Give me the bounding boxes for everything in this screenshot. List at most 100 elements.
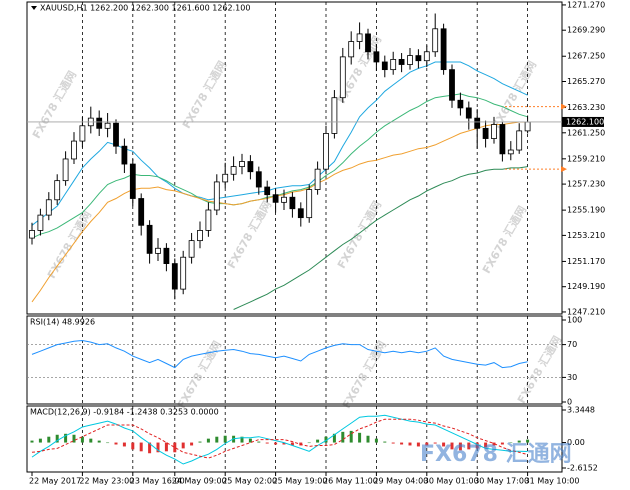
- signal-line: [31, 418, 528, 459]
- symbol-header: XAUUSD,H1 1262.200 1262.300 1261.600 126…: [40, 4, 250, 13]
- y-tick-label: 1263.230: [567, 103, 605, 112]
- x-tick-label: 22 May 23:00: [79, 477, 134, 486]
- candle-body: [264, 186, 271, 196]
- macd-panel: [26, 405, 563, 473]
- candle-body: [113, 122, 119, 147]
- moving-average: [233, 166, 528, 310]
- candle-body: [474, 117, 481, 129]
- candle-body: [432, 28, 439, 53]
- x-tick-label: 24 May 09:00: [172, 477, 227, 486]
- candle-body: [180, 256, 187, 290]
- candle-body: [79, 125, 86, 142]
- candle-body: [407, 55, 413, 65]
- histogram-bar: [64, 433, 68, 443]
- y-tick-label: 100: [567, 316, 582, 325]
- candle-body: [457, 99, 464, 109]
- candle-body: [247, 161, 254, 173]
- alert-arrow: [561, 166, 567, 173]
- candle-body: [516, 130, 523, 151]
- candle-body: [54, 180, 61, 201]
- candle-body: [323, 133, 329, 170]
- histogram-bar: [148, 442, 152, 454]
- candle-body: [415, 55, 422, 62]
- histogram-bar: [509, 442, 513, 444]
- candle-body: [339, 56, 346, 99]
- y-tick-label: 1265.270: [567, 77, 605, 86]
- y-tick-label: 1257.230: [567, 180, 605, 189]
- candle-body: [45, 199, 52, 216]
- candle-body: [230, 166, 237, 175]
- y-tick-label: 0: [567, 398, 572, 407]
- histogram-bar: [223, 435, 227, 443]
- menu-arrow: [31, 6, 37, 10]
- candle-body: [96, 117, 103, 129]
- y-tick-label: -2.6152: [567, 464, 598, 473]
- x-tick-label: 25 May 19:00: [273, 477, 328, 486]
- histogram-bar: [416, 442, 420, 447]
- histogram-bar: [349, 430, 353, 443]
- histogram-bar: [55, 434, 59, 443]
- histogram-bar: [190, 442, 194, 446]
- histogram-bar: [442, 442, 446, 447]
- candle-body: [272, 194, 279, 203]
- candle-body: [390, 59, 397, 71]
- candle-body: [171, 263, 178, 290]
- histogram-bar: [400, 442, 404, 445]
- histogram-bar: [198, 441, 202, 443]
- main-panel: [26, 1, 563, 315]
- histogram-bar: [240, 436, 244, 443]
- histogram-bar: [106, 442, 110, 444]
- x-tick-label: 23 May 16:00: [130, 477, 185, 486]
- x-tick-label: 26 May 11:00: [323, 477, 378, 486]
- candle-body: [197, 230, 203, 242]
- y-tick-label: 70: [567, 340, 577, 349]
- candle-body: [163, 247, 170, 264]
- candle-body: [499, 124, 506, 155]
- candle-body: [356, 33, 363, 42]
- y-tick-label: 3.3448: [567, 406, 595, 415]
- candle-body: [482, 127, 489, 139]
- candle-body: [155, 247, 161, 254]
- y-tick-label: 1251.170: [567, 257, 605, 266]
- histogram-bar: [332, 433, 336, 443]
- candle-body: [138, 198, 145, 226]
- candle-body: [37, 214, 44, 231]
- moving-average: [31, 93, 528, 239]
- histogram-bar: [366, 435, 370, 443]
- histogram-bar: [89, 438, 93, 443]
- candle-body: [314, 168, 321, 190]
- x-tick-label: 29 May 04:00: [373, 477, 428, 486]
- histogram-bar: [290, 442, 294, 446]
- histogram-bar: [215, 436, 219, 443]
- y-tick-label: 1259.210: [567, 154, 605, 163]
- histogram-bar: [156, 442, 160, 453]
- candle-body: [121, 145, 128, 165]
- histogram-bar: [467, 442, 471, 450]
- histogram-bar: [425, 442, 429, 446]
- candle-body: [306, 189, 313, 219]
- y-tick-label: 1267.250: [567, 52, 605, 61]
- y-tick-label: 1249.190: [567, 282, 605, 291]
- last-price-label: 1262.100: [566, 117, 604, 126]
- axes: 1247.210 1249.190 1251.170 1253.210 1255.190…: [29, 0, 605, 485]
- last-price-box: [562, 116, 604, 127]
- candle-body: [281, 196, 287, 203]
- histogram-bar: [30, 440, 34, 443]
- candle-body: [188, 240, 195, 258]
- candle-body: [507, 149, 514, 155]
- candle-body: [255, 171, 262, 188]
- candle-body: [348, 41, 355, 58]
- candle-body: [205, 209, 212, 231]
- macd-plot: [30, 414, 530, 465]
- candle-body: [297, 208, 304, 219]
- candle-body: [239, 161, 245, 168]
- histogram-bar: [72, 434, 76, 443]
- x-tick-label: 30 May 01:00: [424, 477, 479, 486]
- candle-body: [289, 196, 296, 210]
- histogram-bar: [80, 436, 84, 443]
- histogram-bar: [433, 442, 437, 444]
- histogram-bar: [383, 441, 387, 443]
- histogram-bar: [500, 442, 504, 445]
